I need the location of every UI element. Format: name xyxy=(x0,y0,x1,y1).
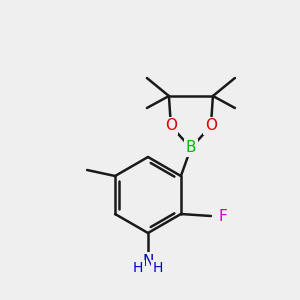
Text: N: N xyxy=(142,254,154,268)
Text: O: O xyxy=(165,118,177,134)
Text: H: H xyxy=(133,261,143,275)
Text: F: F xyxy=(219,208,228,224)
Text: O: O xyxy=(205,118,217,134)
Text: B: B xyxy=(186,140,196,155)
Text: H: H xyxy=(153,261,163,275)
